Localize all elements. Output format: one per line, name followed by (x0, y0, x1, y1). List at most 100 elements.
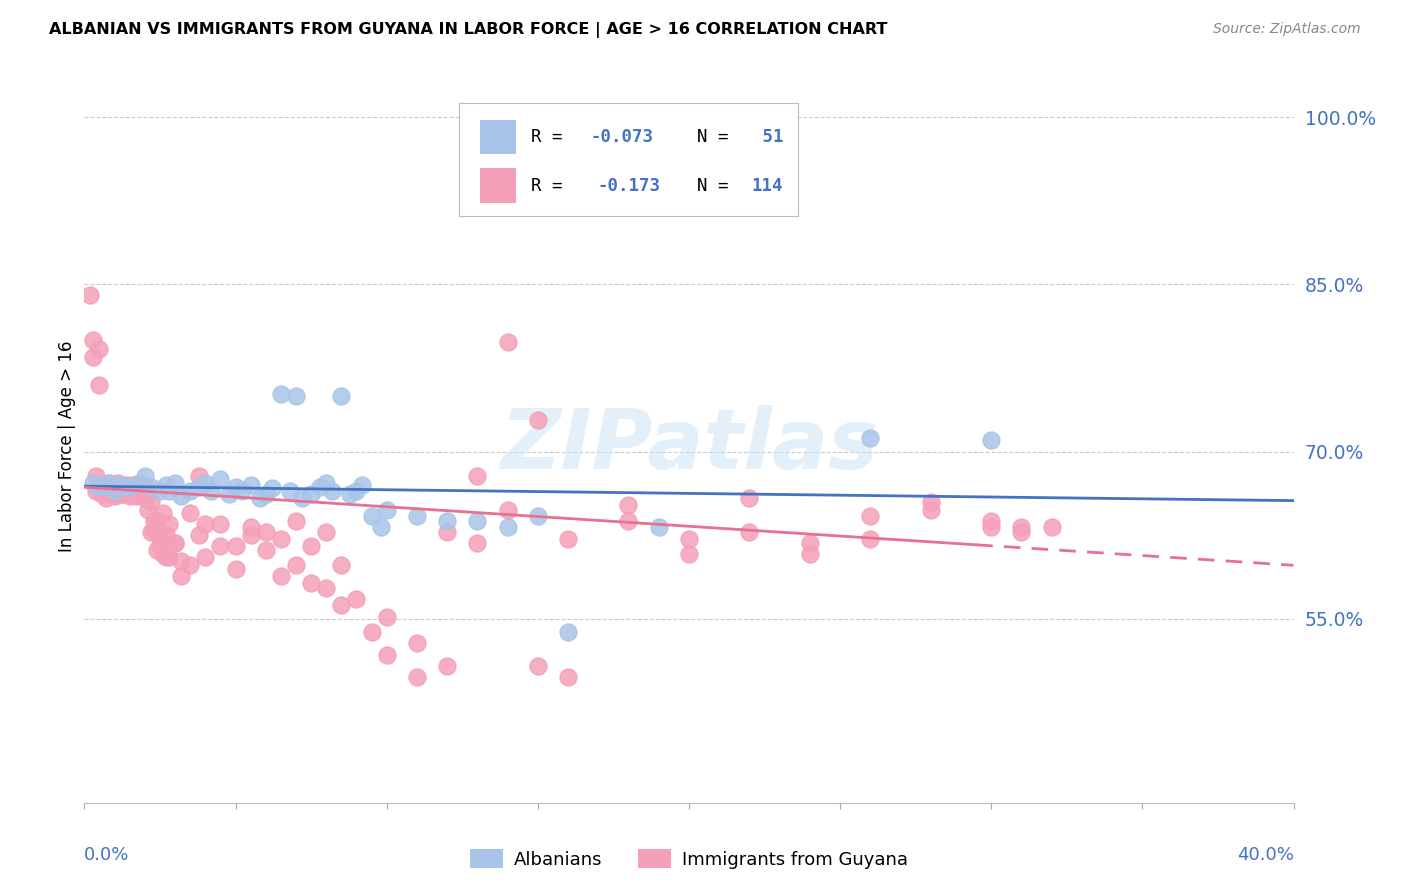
Point (157, 516, 180, 531)
Point (231, 483, 253, 498)
Point (94, 480, 117, 494)
Point (209, 539, 232, 553)
Point (1011, 520, 1033, 534)
Point (157, 550, 180, 565)
Point (134, 480, 156, 494)
Point (112, 487, 135, 501)
Point (859, 532, 882, 546)
Point (128, 480, 150, 494)
Point (346, 483, 368, 498)
Point (82, 350, 104, 364)
Point (278, 483, 301, 498)
Point (980, 514, 1002, 528)
Point (375, 609, 398, 624)
Point (82, 475, 104, 490)
Point (315, 524, 337, 539)
Point (149, 538, 172, 552)
Point (225, 562, 247, 576)
Point (239, 528, 262, 542)
Point (1040, 520, 1063, 534)
Point (131, 489, 153, 503)
Point (254, 542, 277, 557)
Point (678, 532, 700, 546)
Point (496, 502, 519, 516)
Point (128, 478, 150, 492)
Point (136, 502, 159, 516)
Point (859, 509, 882, 524)
Point (194, 550, 217, 565)
Text: 114: 114 (752, 177, 783, 194)
Point (406, 509, 429, 524)
Point (980, 434, 1002, 448)
Point (89, 480, 111, 494)
Point (436, 514, 458, 528)
Point (165, 536, 187, 550)
Text: Source: ZipAtlas.com: Source: ZipAtlas.com (1213, 22, 1361, 37)
Point (107, 475, 129, 490)
Point (360, 625, 382, 640)
Point (467, 469, 489, 483)
Point (155, 528, 177, 542)
Point (110, 478, 132, 492)
Point (194, 516, 217, 531)
Point (112, 483, 135, 498)
Point (254, 524, 277, 539)
Point (79, 288, 101, 302)
Text: R =: R = (530, 177, 583, 194)
Point (270, 386, 292, 401)
Point (115, 478, 138, 492)
Point (157, 483, 180, 498)
Point (291, 491, 314, 506)
Point (121, 478, 143, 492)
Point (799, 536, 821, 550)
Point (920, 502, 942, 516)
Point (179, 506, 201, 520)
Legend: Albanians, Immigrants from Guyana: Albanians, Immigrants from Guyana (463, 841, 915, 876)
Point (125, 483, 148, 498)
Text: ZIPatlas: ZIPatlas (501, 406, 877, 486)
Point (146, 514, 169, 528)
Point (104, 478, 127, 492)
Point (104, 489, 127, 503)
Point (139, 524, 162, 539)
Point (678, 547, 700, 561)
Point (146, 542, 169, 557)
Point (557, 625, 579, 640)
Point (118, 483, 141, 498)
Point (330, 389, 353, 403)
Point (339, 487, 361, 501)
Point (496, 335, 519, 350)
Point (557, 670, 579, 684)
Point (859, 431, 882, 445)
Point (617, 498, 640, 512)
Point (406, 636, 429, 650)
Point (738, 491, 761, 506)
Text: ALBANIAN VS IMMIGRANTS FROM GUYANA IN LABOR FORCE | AGE > 16 CORRELATION CHART: ALBANIAN VS IMMIGRANTS FROM GUYANA IN LA… (49, 22, 887, 38)
Point (920, 494, 942, 508)
Point (188, 528, 211, 542)
Point (209, 516, 232, 531)
Point (239, 520, 262, 534)
Text: 51: 51 (752, 128, 783, 146)
Text: 40.0%: 40.0% (1237, 846, 1294, 863)
Point (179, 558, 201, 573)
Point (254, 487, 277, 501)
Point (527, 658, 550, 673)
Text: N =: N = (676, 128, 738, 146)
Point (299, 576, 322, 591)
Point (136, 487, 159, 501)
Point (239, 478, 262, 492)
Point (152, 547, 174, 561)
FancyBboxPatch shape (479, 169, 516, 202)
Point (375, 502, 398, 516)
Point (89, 377, 111, 392)
Point (309, 480, 332, 494)
Point (467, 536, 489, 550)
Point (285, 558, 308, 573)
Point (91, 487, 114, 501)
Point (110, 478, 132, 492)
Point (110, 487, 132, 501)
Point (170, 569, 193, 583)
Point (152, 506, 174, 520)
Point (121, 480, 143, 494)
